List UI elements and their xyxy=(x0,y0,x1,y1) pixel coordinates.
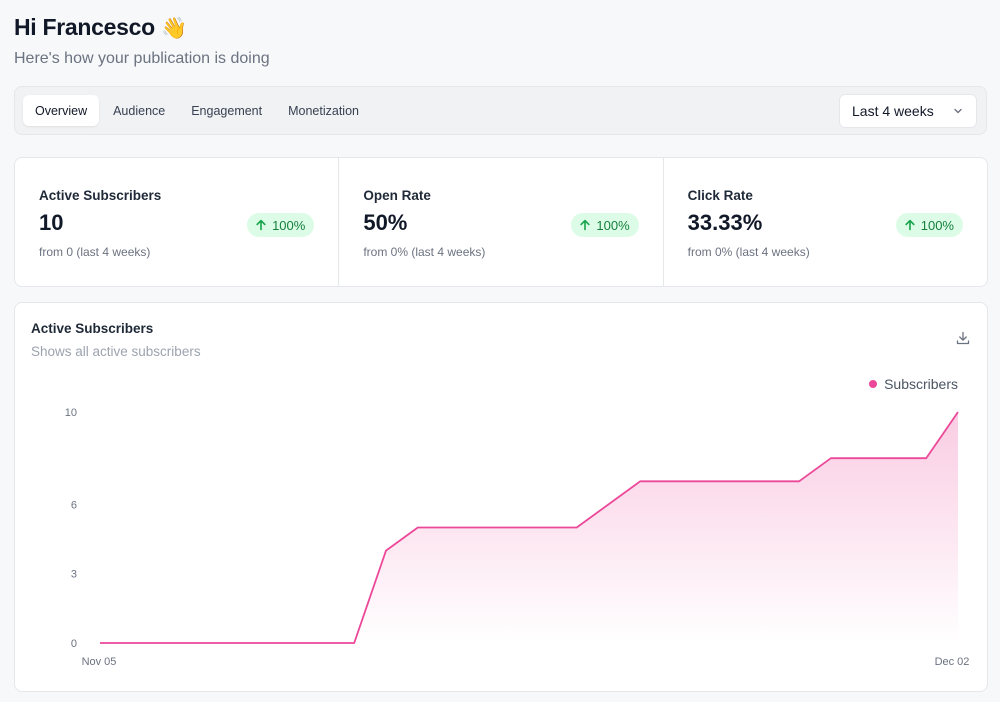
stat-label: Click Rate xyxy=(687,188,753,203)
chevron-down-icon xyxy=(954,108,962,114)
change-badge: 100% xyxy=(247,213,315,237)
stat-click-rate: Click Rate 33.33% from 0% (last 4 weeks)… xyxy=(662,158,987,286)
wave-emoji: 👋 xyxy=(160,17,187,40)
tab-overview[interactable]: Overview xyxy=(23,95,100,126)
page-title: Hi Francesco 👋 xyxy=(14,14,187,40)
date-range-select[interactable]: Last 4 weeks xyxy=(839,94,977,128)
greeting: Hi Francesco 👋 Here's how your publicati… xyxy=(14,14,270,68)
page-subtitle: Here's how your publication is doing xyxy=(14,50,270,67)
chart-legend: Subscribers xyxy=(869,376,958,392)
stat-value: 33.33% xyxy=(687,210,763,235)
stat-comparison: from 0% (last 4 weeks) xyxy=(363,245,486,259)
y-tick-label: 0 xyxy=(71,638,77,650)
legend-label: Subscribers xyxy=(884,376,958,392)
stat-label: Open Rate xyxy=(363,188,431,203)
arrow-up-icon xyxy=(580,219,591,231)
stat-open-rate: Open Rate 50% from 0% (last 4 weeks) 100… xyxy=(338,158,662,286)
legend-dot xyxy=(869,380,878,388)
stat-value: 50% xyxy=(363,210,408,235)
stat-label: Active Subscribers xyxy=(39,188,162,203)
tab-monetization[interactable]: Monetization xyxy=(288,103,359,118)
stats-panel: Active Subscribers 10 from 0 (last 4 wee… xyxy=(14,157,988,287)
arrow-up-icon xyxy=(256,219,266,231)
chart-plot: 0 3 6 10 Nov 05 Dec 02 xyxy=(65,407,970,668)
tab-bar: Overview Audience Engagement Monetizatio… xyxy=(14,86,987,135)
change-badge: 100% xyxy=(895,213,963,237)
tab-engagement[interactable]: Engagement xyxy=(191,103,263,118)
stat-active-subscribers: Active Subscribers 10 from 0 (last 4 wee… xyxy=(15,158,338,286)
stat-comparison: from 0% (last 4 weeks) xyxy=(687,245,810,259)
stat-value: 10 xyxy=(39,210,64,235)
chart-subtitle: Shows all active subscribers xyxy=(31,344,201,359)
change-value: 100% xyxy=(272,217,306,233)
stat-comparison: from 0 (last 4 weeks) xyxy=(39,245,151,259)
x-tick-label: Dec 02 xyxy=(935,656,970,668)
x-tick-label: Nov 05 xyxy=(82,656,117,668)
change-badge: 100% xyxy=(571,213,639,237)
change-value: 100% xyxy=(920,217,954,233)
y-tick-label: 10 xyxy=(65,407,77,419)
y-tick-label: 6 xyxy=(71,499,77,511)
y-tick-label: 3 xyxy=(71,569,77,581)
tabs: Overview Audience Engagement Monetizatio… xyxy=(23,95,371,126)
tab-audience[interactable]: Audience xyxy=(113,103,166,118)
download-icon[interactable] xyxy=(955,330,971,346)
arrow-up-icon xyxy=(905,219,915,231)
chart-title: Active Subscribers xyxy=(31,321,154,336)
subscribers-line xyxy=(100,411,959,644)
date-range-value: Last 4 weeks xyxy=(852,103,934,119)
change-value: 100% xyxy=(596,217,630,233)
active-subscribers-chart-card: Active Subscribers Shows all active subs… xyxy=(14,302,988,692)
